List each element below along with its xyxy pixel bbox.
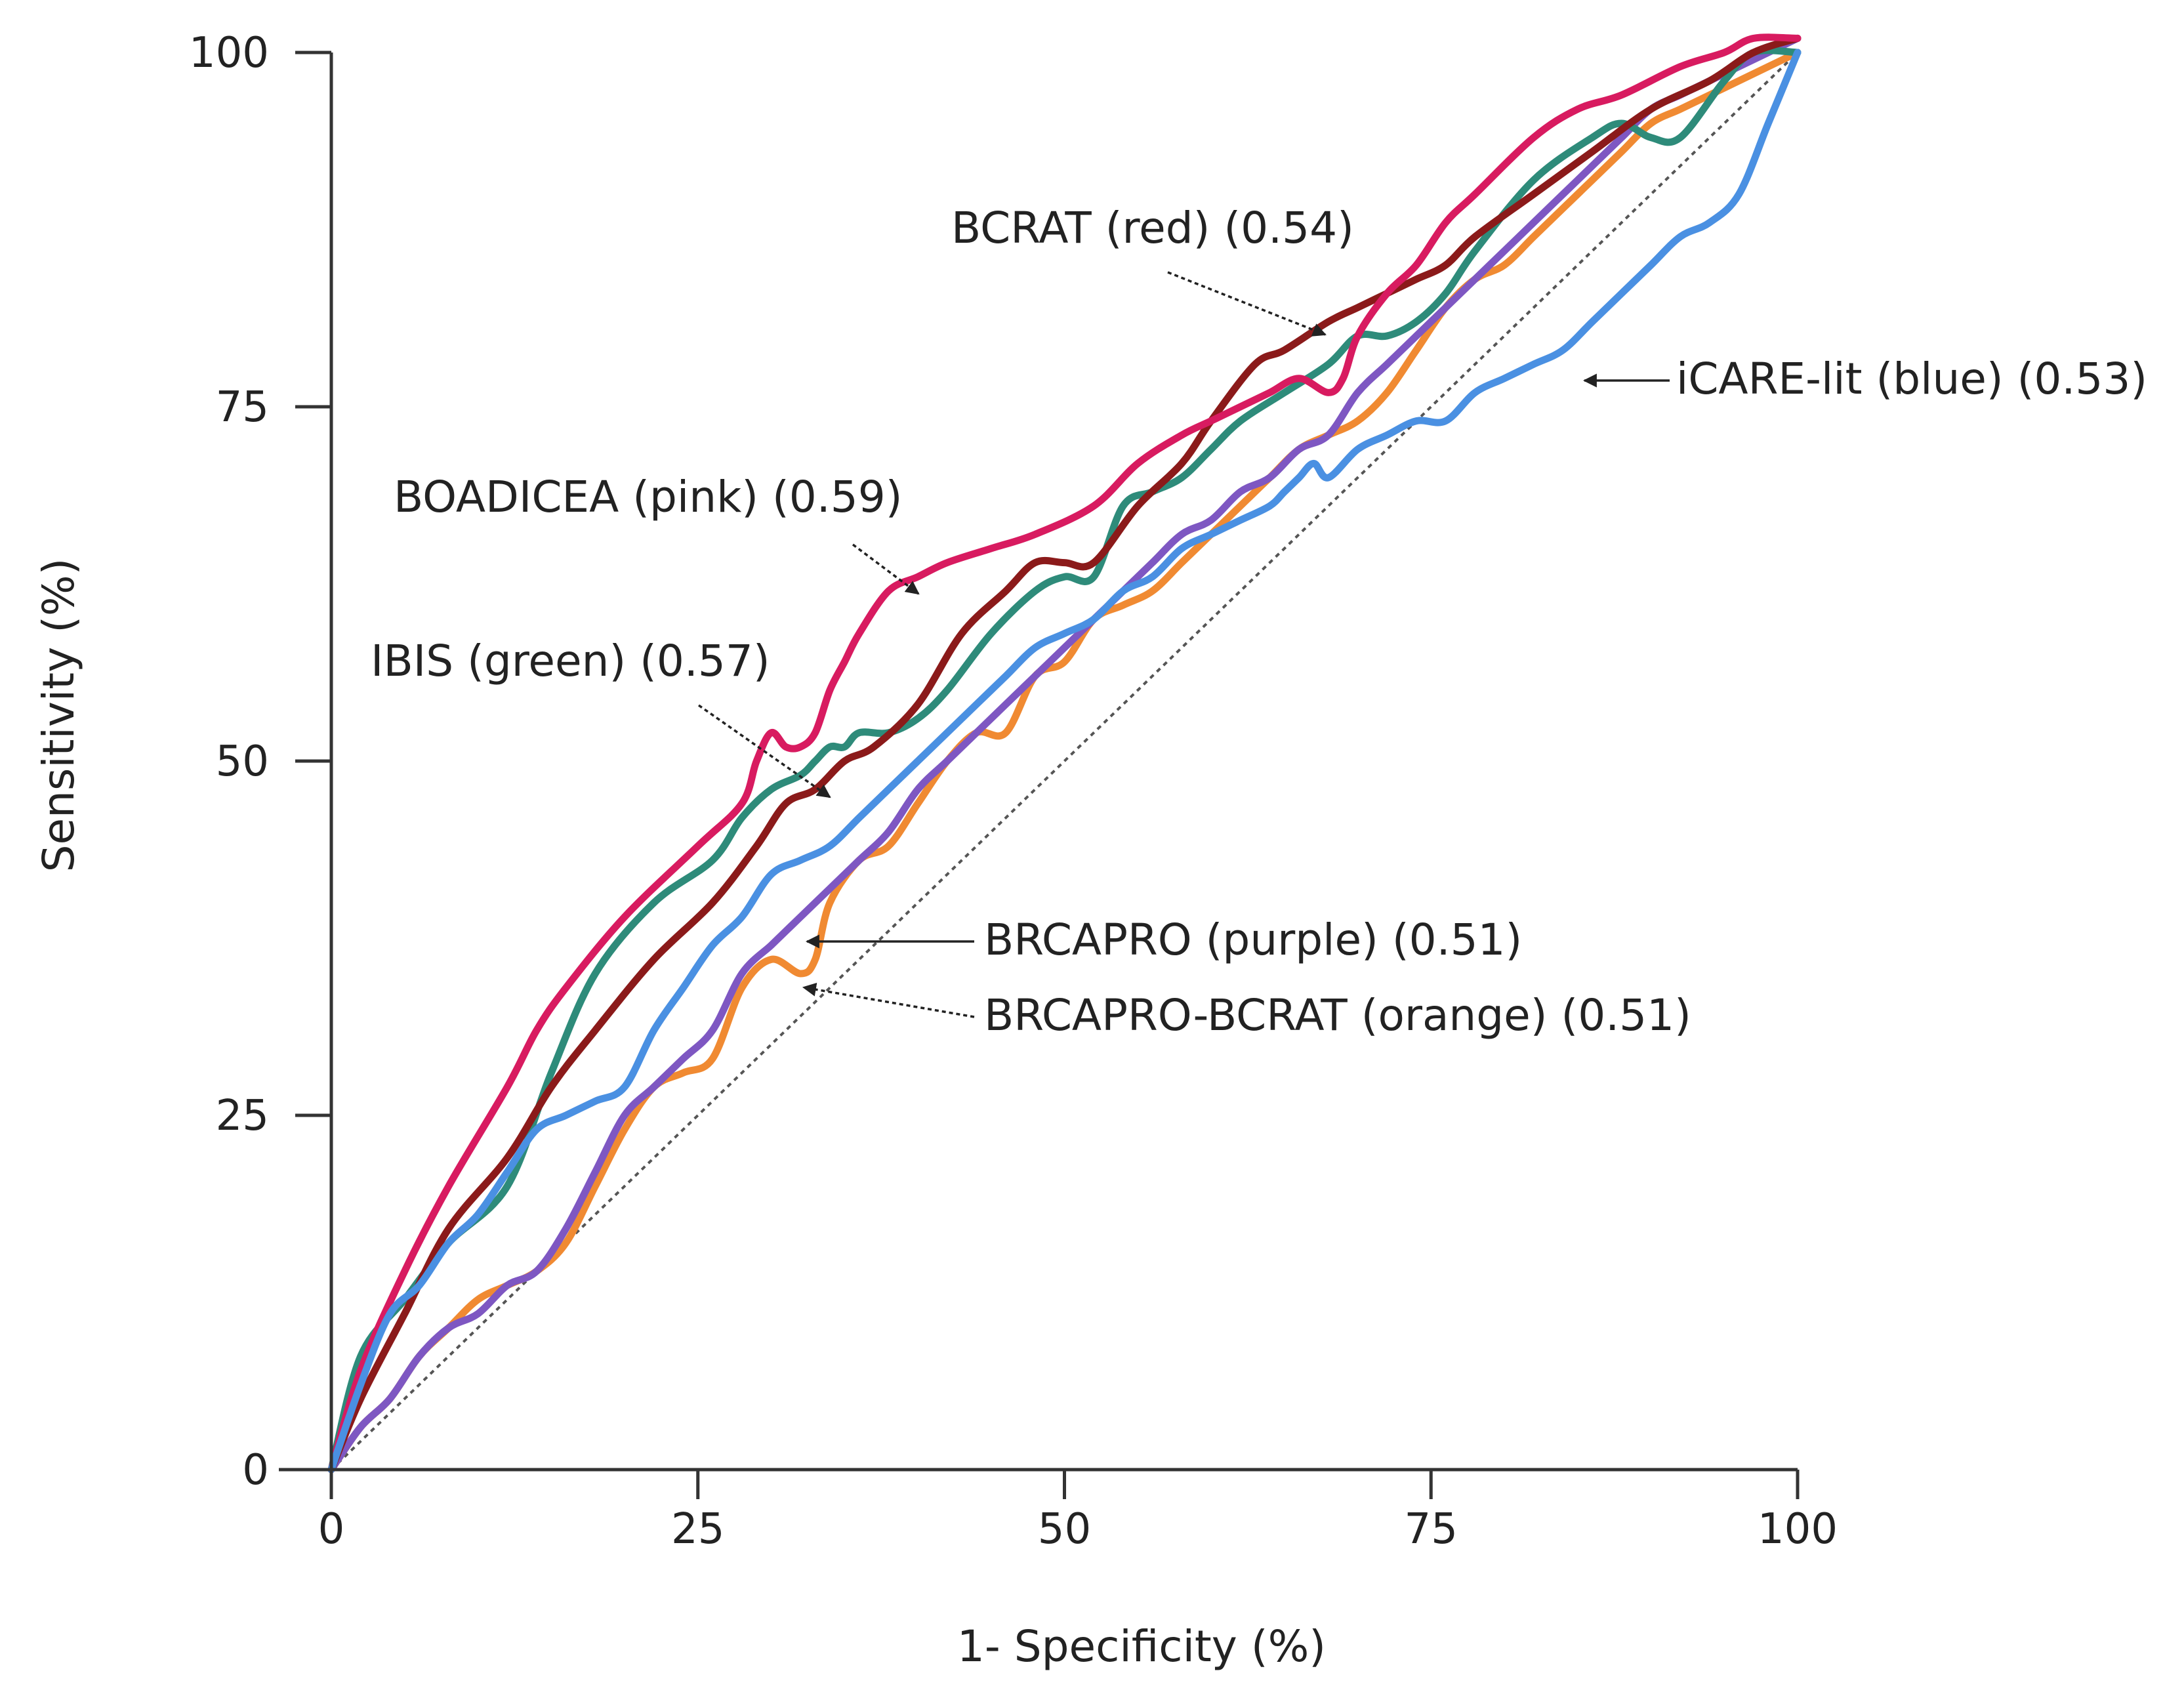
x-axis-title: 1- Specificity (%) — [957, 1621, 1326, 1672]
x-tick-label: 75 — [1405, 1505, 1458, 1554]
annotation-label-ibis: IBIS (green) (0.57) — [371, 636, 770, 686]
annotation-arrow-brcapro-bcrat — [802, 982, 975, 1018]
annotation-arrow-bcrat — [1167, 271, 1327, 337]
annotation-label-brcapro-bcrat: BRCAPRO-BCRAT (orange) (0.51) — [984, 990, 1691, 1041]
series-line-bcrat — [327, 34, 1802, 1474]
y-tick-label: 100 — [189, 29, 269, 77]
y-tick-label: 0 — [242, 1446, 269, 1495]
annotations: BCRAT (red) (0.54) iCARE-lit (blue) (0.53… — [371, 203, 2147, 1041]
series-line-boadicea — [327, 33, 1802, 1474]
plot-area — [327, 33, 1802, 1474]
series-line-ibis — [327, 47, 1802, 1474]
annotation-label-bcrat: BCRAT (red) (0.54) — [951, 203, 1354, 253]
y-tick-label: 50 — [216, 737, 269, 786]
y-axis-title: Sensitivity (%) — [33, 558, 84, 873]
y-tick-label: 75 — [216, 383, 269, 432]
annotation-label-icare: iCARE-lit (blue) (0.53) — [1676, 354, 2147, 404]
x-tick-label: 25 — [671, 1505, 724, 1554]
x-tick-label: 50 — [1038, 1505, 1091, 1554]
axes — [279, 52, 1798, 1472]
ticks: 0 25 50 75 100 0 25 50 75 100 — [189, 29, 1838, 1554]
y-tick-label: 25 — [216, 1092, 269, 1140]
annotation-arrow-boadicea — [852, 543, 920, 595]
x-tick-label: 0 — [318, 1505, 345, 1554]
annotation-arrow-ibis — [697, 704, 831, 798]
annotation-label-boadicea: BOADICEA (pink) (0.59) — [394, 472, 902, 522]
series-line-icare — [327, 49, 1802, 1474]
annotation-label-brcapro: BRCAPRO (purple) (0.51) — [984, 915, 1522, 965]
x-tick-label: 100 — [1758, 1505, 1838, 1554]
series-line-brcapro — [327, 34, 1802, 1474]
